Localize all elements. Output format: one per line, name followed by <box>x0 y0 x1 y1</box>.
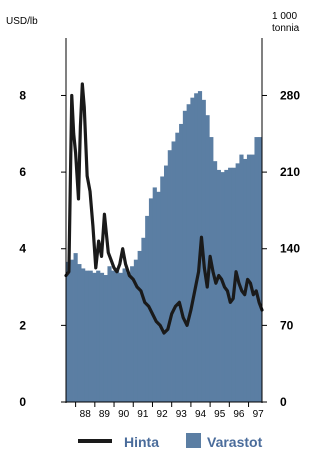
inventory-bar <box>66 262 70 402</box>
right-axis-unit-label-line2: tonnia <box>272 23 300 34</box>
right-axis-tick-label: 140 <box>280 242 300 256</box>
x-axis-ticks: 88 89 90 91 92 93 94 95 96 97 <box>76 402 265 420</box>
legend: Hinta Varastot <box>78 433 263 450</box>
inventory-bar <box>89 271 93 402</box>
legend-bar-swatch <box>186 433 201 448</box>
inventory-bar <box>239 155 243 402</box>
x-axis-tick-label: 95 <box>214 409 226 420</box>
inventory-bar <box>172 141 176 402</box>
x-axis-tick-label: 96 <box>233 409 245 420</box>
inventory-bar <box>107 266 111 402</box>
left-axis-tick-label: 6 <box>19 165 26 179</box>
right-axis-tick-label: 0 <box>280 395 287 409</box>
inventory-bar <box>168 150 172 402</box>
inventory-bar <box>115 268 119 402</box>
inventory-bar <box>251 155 255 402</box>
inventory-bar <box>92 273 96 402</box>
inventory-bar <box>74 253 78 402</box>
inventory-bar <box>77 264 81 402</box>
right-axis-unit-label-line1: 1 000 <box>272 11 297 22</box>
left-axis-tick-label: 2 <box>19 318 26 332</box>
inventory-bar <box>183 111 187 402</box>
inventory-bar <box>130 266 134 402</box>
x-axis-tick-label: 92 <box>157 409 169 420</box>
left-axis-ticks: 0 2 4 6 8 <box>19 88 66 409</box>
x-axis-tick-label: 89 <box>99 409 111 420</box>
right-axis-tick-label: 70 <box>280 318 294 332</box>
right-axis-ticks: 0 70 140 210 280 <box>262 88 300 409</box>
inventory-bar <box>111 271 115 402</box>
x-axis-tick-label: 88 <box>80 409 92 420</box>
inventory-bar <box>254 137 258 402</box>
x-axis-tick-label: 97 <box>253 409 265 420</box>
right-axis-tick-label: 210 <box>280 165 300 179</box>
inventory-bar <box>100 273 104 402</box>
legend-label-hinta: Hinta <box>124 434 159 450</box>
inventory-bar <box>190 98 194 402</box>
inventory-bar <box>85 271 89 402</box>
inventory-bar <box>138 251 142 402</box>
inventory-bar <box>126 273 130 402</box>
inventory-bar <box>228 168 232 402</box>
inventory-bar <box>164 166 168 402</box>
inventory-bar <box>81 268 85 402</box>
inventory-bar <box>149 198 153 402</box>
inventory-bar <box>156 192 160 402</box>
inventory-bar <box>179 124 183 402</box>
inventory-bar <box>119 273 123 402</box>
inventory-bar <box>187 104 191 402</box>
x-axis-tick-label: 93 <box>176 409 188 420</box>
left-axis-tick-label: 8 <box>19 88 26 102</box>
inventory-bar <box>141 238 145 402</box>
inventory-bar <box>104 275 108 402</box>
right-axis-tick-label: 280 <box>280 88 300 102</box>
inventory-bar <box>160 176 164 402</box>
x-axis-tick-label: 90 <box>118 409 130 420</box>
x-axis-tick-label: 94 <box>195 409 207 420</box>
inventory-bar <box>217 170 221 402</box>
inventory-bar <box>175 133 179 402</box>
legend-label-varastot: Varastot <box>207 434 263 450</box>
left-axis-tick-label: 4 <box>19 242 26 256</box>
left-axis-tick-label: 0 <box>19 395 26 409</box>
inventory-bar <box>70 260 74 402</box>
x-axis-tick-label: 91 <box>137 409 149 420</box>
inventory-bar <box>96 271 100 402</box>
inventory-bar <box>123 268 127 402</box>
inventory-bar <box>194 93 198 402</box>
left-axis-unit-label: USD/lb <box>6 16 38 27</box>
inventory-bar <box>153 187 157 402</box>
